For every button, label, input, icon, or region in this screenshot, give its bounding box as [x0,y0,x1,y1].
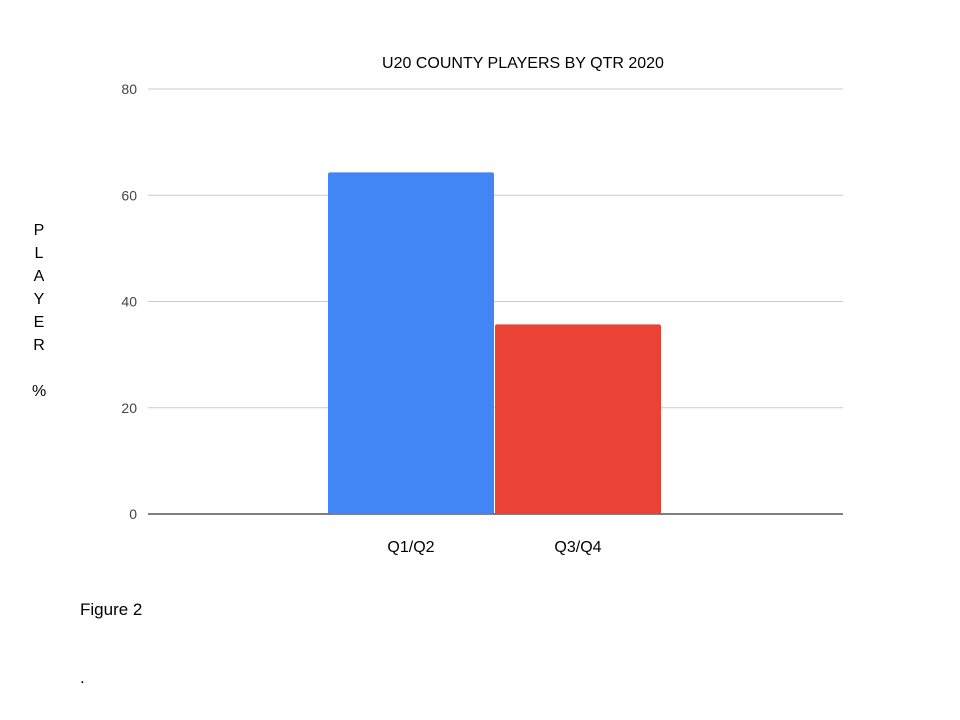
trailing-period: . [80,668,85,687]
y-tick-label: 20 [121,400,137,416]
x-category-label: Q1/Q2 [387,539,434,556]
chart-title: U20 COUNTY PLAYERS BY QTR 2020 [382,55,664,72]
y-axis-label-letter: E [33,314,45,331]
y-tick-label: 0 [129,506,137,522]
y-axis-label-letter: R [33,337,45,354]
y-axis-label-letter: L [34,245,44,262]
bar-q1-q2 [328,172,494,514]
y-tick-label: 80 [121,81,137,97]
y-axis-label-letter: Y [33,291,45,308]
figure-caption: Figure 2 [80,600,143,619]
bar-q3-q4 [495,324,661,514]
y-tick-label: 40 [121,294,137,310]
x-category-label: Q3/Q4 [554,539,601,556]
y-axis-label-letter: P [33,222,45,239]
y-axis-label-letter: % [32,383,47,400]
y-tick-label: 60 [121,187,137,203]
y-axis-label-letter: A [33,268,45,285]
